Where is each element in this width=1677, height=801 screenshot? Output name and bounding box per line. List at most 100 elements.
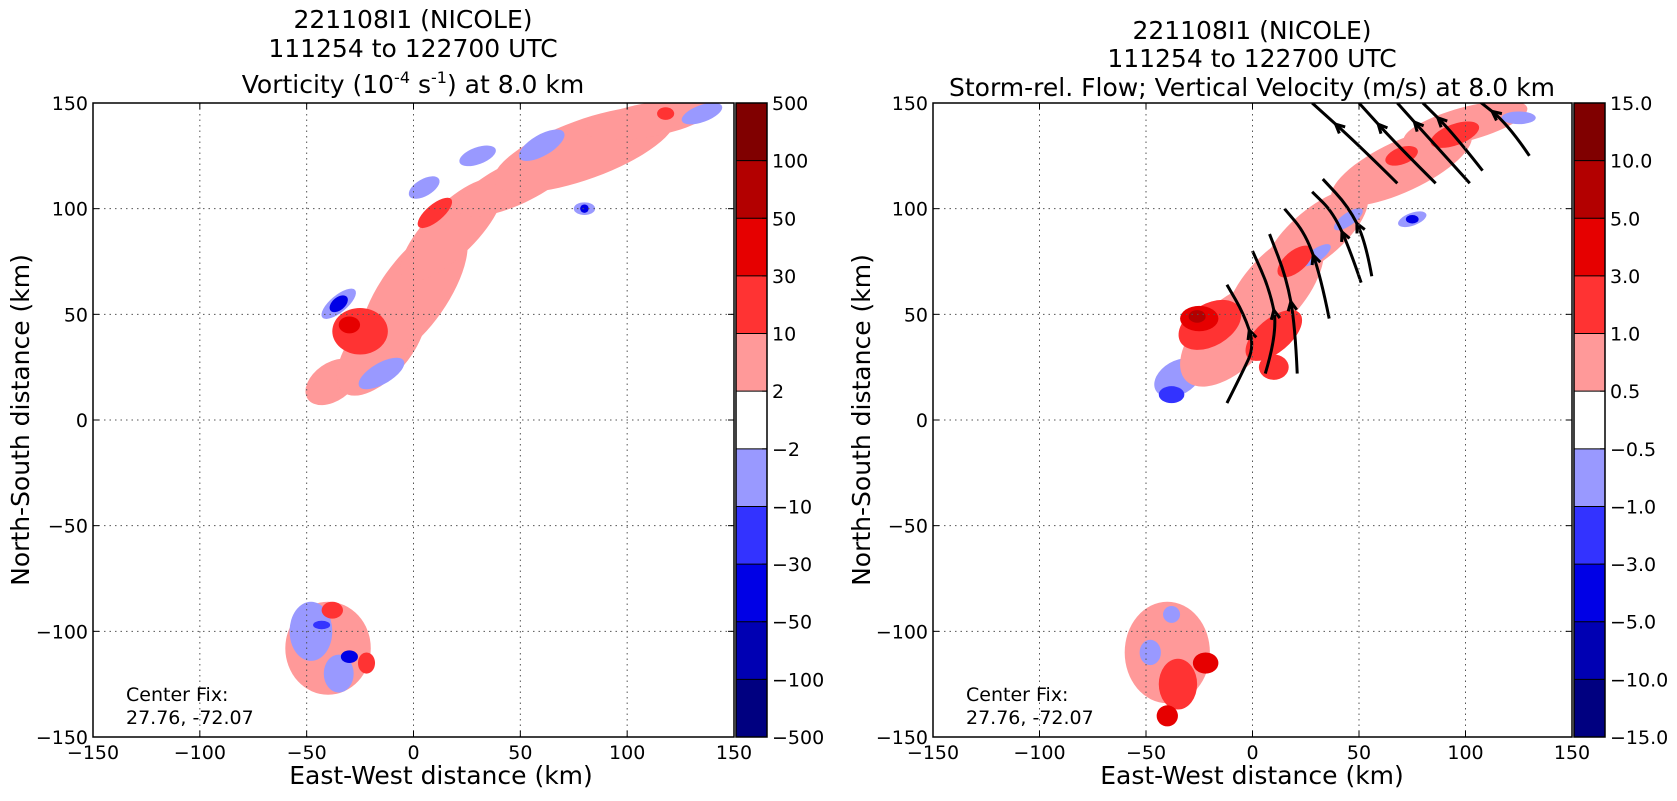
contour-region — [1277, 245, 1313, 278]
contour-region — [1163, 605, 1181, 623]
contour-region — [1158, 658, 1198, 710]
contour-region — [657, 107, 675, 120]
colorbar-swatch — [736, 564, 767, 622]
contour-region — [321, 601, 343, 619]
y-tick-label: 100 — [892, 199, 928, 221]
contour-region — [340, 650, 358, 664]
colorbar-swatch — [736, 333, 767, 392]
y-tick-label: 150 — [892, 93, 928, 115]
panel-0-colorbar: −500 −100 −50 −30 −10 −2 2 10 30 50 100 500 — [735, 93, 824, 749]
colorbar-swatch — [736, 506, 767, 565]
colorbar-tick-label: 30 — [772, 266, 796, 288]
title-var-sup1: -4 — [394, 68, 410, 87]
contour-region — [1385, 145, 1418, 166]
colorbar-frame — [1573, 102, 1606, 738]
contour-region — [323, 654, 354, 693]
contour-region — [681, 103, 723, 125]
colorbar-tick-label: 100 — [772, 151, 808, 173]
panel-0-center-fix-coords: 27.76, -72.07 — [126, 707, 254, 729]
colorbar-swatch — [1574, 391, 1605, 449]
grid-lines — [93, 103, 734, 737]
x-tick-label: 50 — [1347, 742, 1371, 764]
colorbar-swatch — [1574, 333, 1605, 392]
streamline-arrow — [1355, 220, 1366, 234]
panel-1-plot-area: −150 −100 −50 0 50 100 150 −150 −100 −50 0 50 100 150 — [876, 93, 1590, 764]
colorbar-swatch — [736, 448, 767, 507]
contour-region — [417, 197, 453, 229]
streamline-arrow — [1269, 306, 1282, 321]
colorbar-swatch — [736, 621, 767, 680]
streamline-arrow — [1246, 326, 1258, 341]
x-tick-label: 150 — [1554, 742, 1590, 764]
colorbar-tick-label: −500 — [772, 727, 824, 749]
colorbar-swatch — [736, 275, 767, 334]
streamline-arrow — [1286, 298, 1298, 312]
colorbar-swatch — [1574, 218, 1605, 276]
colorbar-tick-label: 2 — [772, 381, 784, 403]
colorbar-swatch — [1574, 621, 1605, 680]
colorbar-swatch — [1574, 103, 1605, 161]
colorbar-tick-label: −5.0 — [1610, 612, 1656, 634]
colorbar-swatch — [1574, 506, 1605, 565]
y-tick-label: −150 — [876, 727, 928, 749]
colorbar-tick-label: 500 — [772, 93, 808, 115]
panel-1-title-line-3: Storm-rel. Flow; Vertical Velocity (m/s)… — [949, 73, 1555, 102]
contour-region — [1156, 705, 1178, 727]
panel-1-center-fix-coords: 27.76, -72.07 — [966, 707, 1094, 729]
colorbar-swatch — [736, 218, 767, 276]
contour-region — [1188, 310, 1206, 323]
colorbar-swatch — [1574, 160, 1605, 219]
panel-1-title-line-2: 111254 to 122700 UTC — [1107, 44, 1396, 73]
title-var-base: Vorticity (10 — [242, 70, 394, 99]
x-tick-label: −100 — [1013, 742, 1065, 764]
contour-region — [358, 357, 405, 390]
y-tick-label: 0 — [916, 410, 928, 432]
streamline — [1225, 283, 1254, 404]
colorbar-tick-label: 0.5 — [1610, 381, 1640, 403]
contour-region — [313, 620, 331, 630]
title-var-mid: s — [410, 70, 431, 99]
colorbar-swatch — [1574, 448, 1605, 507]
colorbar-tick-label: 1.0 — [1610, 324, 1640, 346]
panel-0-ylabel: North-South distance (km) — [6, 254, 35, 586]
contour-region — [580, 204, 589, 213]
y-tick-label: −50 — [888, 516, 928, 538]
contour-region — [1405, 215, 1419, 224]
contour-region — [585, 103, 712, 140]
colorbar-tick-label: 3.0 — [1610, 266, 1640, 288]
streamline-arrow — [1340, 228, 1351, 242]
contour-region — [329, 295, 348, 313]
x-tick-label: 150 — [716, 742, 752, 764]
colorbar-tick-label: 15.0 — [1610, 93, 1652, 115]
streamline-arrow — [1333, 121, 1346, 134]
colorbar-tick-label: −0.5 — [1610, 439, 1656, 461]
x-tick-label: −150 — [67, 742, 119, 764]
x-tick-label: −150 — [907, 742, 959, 764]
colorbar-tick-label: −30 — [772, 554, 812, 576]
colorbar-tick-label: −50 — [772, 612, 812, 634]
colorbar-swatch — [736, 160, 767, 219]
colorbar-tick-label: −3.0 — [1610, 554, 1656, 576]
streamline-arrow — [1435, 115, 1448, 128]
contour-region — [1333, 208, 1363, 231]
contour-region — [1192, 652, 1219, 674]
y-tick-label: 0 — [76, 410, 88, 432]
title-var-tail: ) at 8.0 km — [447, 70, 584, 99]
x-tick-label: 100 — [609, 742, 645, 764]
streamline-layer — [1225, 103, 1531, 404]
panel-vorticity: 221108I1 (NICOLE) 111254 to 122700 UTC V… — [6, 5, 824, 790]
title-var-sup2: -1 — [431, 68, 447, 87]
y-tick-label: 100 — [52, 199, 88, 221]
streamline-arrow — [1310, 251, 1322, 266]
tick-labels: −150 −100 −50 0 50 100 150 −150 −100 −50 0 50 100 150 — [876, 93, 1590, 764]
colorbar-swatch — [1574, 679, 1605, 737]
contour-region — [1158, 386, 1185, 404]
x-tick-label: 50 — [508, 742, 532, 764]
colorbar-swatch — [1574, 564, 1605, 622]
colorbar-tick-label: 10.0 — [1610, 151, 1652, 173]
colorbar-tick-label: −10.0 — [1610, 669, 1668, 691]
colorbar-tick-label: −1.0 — [1610, 496, 1656, 518]
panel-1-title-line-1: 221108I1 (NICOLE) — [1132, 16, 1371, 45]
x-tick-label: −50 — [1126, 742, 1166, 764]
